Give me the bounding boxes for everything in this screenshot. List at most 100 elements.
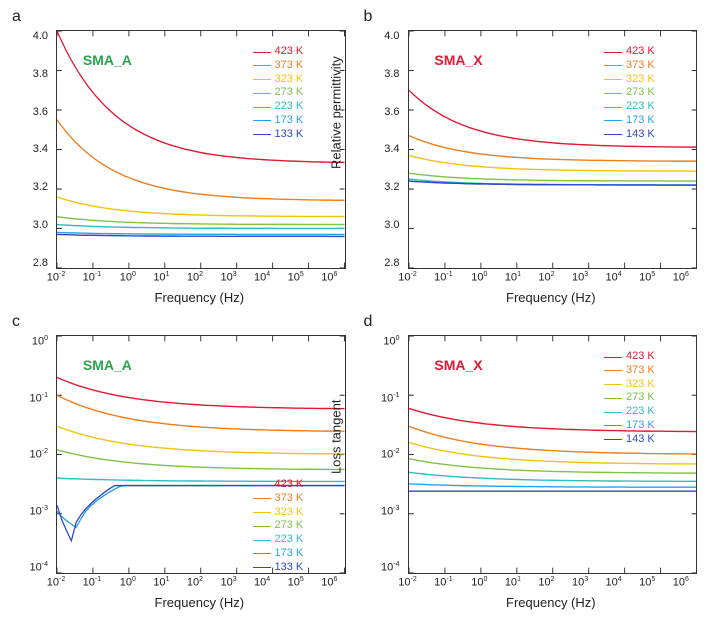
legend-label: 223 K: [275, 100, 304, 114]
legend-item: 133 K: [253, 561, 304, 575]
y-ticks: 10010-110-210-310-4: [6, 335, 52, 574]
legend-item: 273 K: [604, 86, 655, 100]
legend: 423 K373 K323 K273 K223 K173 K143 K: [604, 350, 655, 446]
x-tick-label: 10-2: [47, 271, 65, 287]
x-tick-label: 105: [639, 576, 655, 592]
x-tick-label: 100: [471, 576, 487, 592]
legend-item: 373 K: [253, 59, 304, 73]
legend-swatch: [604, 107, 622, 108]
x-tick-label: 101: [153, 271, 169, 287]
legend-label: 173 K: [275, 547, 304, 561]
legend-item: 173 K: [253, 547, 304, 561]
legend-item: 273 K: [253, 86, 304, 100]
plot-area: SMA_A423 K373 K323 K273 K223 K173 K133 K: [56, 30, 346, 269]
y-tick-label: 10-3: [358, 505, 404, 518]
x-tick-label: 105: [639, 271, 655, 287]
series-line: [57, 450, 345, 470]
x-tick-label: 106: [673, 271, 689, 287]
legend-swatch: [604, 425, 622, 426]
panel-b: bRelative permittivity4.03.83.63.43.23.0…: [358, 6, 710, 307]
x-ticks: 10-210-1100101102103104105106: [408, 271, 698, 287]
x-tick-label: 101: [153, 576, 169, 592]
legend-label: 423 K: [275, 45, 304, 59]
series-line: [57, 395, 345, 431]
x-tick-label: 101: [505, 271, 521, 287]
x-tick-label: 10-2: [398, 271, 416, 287]
x-tick-label: 102: [187, 271, 203, 287]
y-tick-label: 4.0: [6, 30, 52, 42]
series-line: [409, 173, 697, 181]
panel-label: d: [364, 313, 373, 331]
legend-label: 373 K: [626, 59, 655, 73]
legend-label: 273 K: [626, 86, 655, 100]
x-ticks: 10-210-1100101102103104105106: [408, 576, 698, 592]
x-tick-label: 103: [220, 271, 236, 287]
legend-swatch: [253, 553, 271, 554]
legend-item: 223 K: [604, 100, 655, 114]
legend-item: 173 K: [604, 114, 655, 128]
x-tick-label: 102: [538, 576, 554, 592]
y-tick-label: 3.0: [6, 219, 52, 231]
legend-label: 173 K: [275, 114, 304, 128]
legend-label: 423 K: [275, 478, 304, 492]
legend-swatch: [253, 485, 271, 486]
y-tick-label: 3.2: [358, 181, 404, 193]
legend-swatch: [253, 107, 271, 108]
legend-swatch: [253, 567, 271, 568]
x-axis-label: Frequency (Hz): [155, 290, 245, 305]
x-ticks: 10-210-1100101102103104105106: [56, 576, 346, 592]
legend-item: 323 K: [604, 73, 655, 87]
x-tick-label: 104: [606, 576, 622, 592]
legend-swatch: [604, 65, 622, 66]
legend-label: 173 K: [626, 419, 655, 433]
legend-item: 143 K: [604, 128, 655, 142]
y-tick-label: 100: [358, 335, 404, 348]
y-tick-label: 10-4: [6, 561, 52, 574]
legend-label: 143 K: [626, 128, 655, 142]
legend-item: 323 K: [253, 506, 304, 520]
x-tick-label: 100: [471, 271, 487, 287]
legend-item: 373 K: [604, 59, 655, 73]
legend-swatch: [253, 52, 271, 53]
y-tick-label: 10-2: [358, 448, 404, 461]
legend: 423 K373 K323 K273 K223 K173 K143 K: [604, 45, 655, 141]
legend-swatch: [604, 370, 622, 371]
legend-swatch: [604, 134, 622, 135]
legend-swatch: [253, 540, 271, 541]
legend-label: 133 K: [275, 128, 304, 142]
x-tick-label: 102: [538, 271, 554, 287]
legend-item: 323 K: [604, 378, 655, 392]
y-ticks: 10010-110-210-310-4: [358, 335, 404, 574]
x-tick-label: 101: [505, 576, 521, 592]
legend-label: 423 K: [626, 350, 655, 364]
legend-label: 373 K: [275, 492, 304, 506]
legend-label: 323 K: [626, 73, 655, 87]
legend-label: 373 K: [626, 364, 655, 378]
legend-item: 373 K: [253, 492, 304, 506]
x-tick-label: 106: [321, 271, 337, 287]
panel-d: dLoss tangent10010-110-210-310-410-210-1…: [358, 311, 710, 612]
legend-item: 223 K: [253, 533, 304, 547]
legend-item: 143 K: [604, 433, 655, 447]
legend-item: 423 K: [253, 45, 304, 59]
x-tick-label: 10-2: [47, 576, 65, 592]
legend-swatch: [253, 93, 271, 94]
series-line: [409, 472, 697, 481]
legend-item: 173 K: [604, 419, 655, 433]
plot-area: SMA_X423 K373 K323 K273 K223 K173 K143 K: [408, 30, 698, 269]
legend-swatch: [604, 79, 622, 80]
y-tick-label: 3.6: [358, 106, 404, 118]
y-tick-label: 3.8: [358, 68, 404, 80]
legend-swatch: [604, 93, 622, 94]
x-axis-label: Frequency (Hz): [506, 290, 596, 305]
figure-grid: aRelative permittivity4.03.83.63.43.23.0…: [0, 0, 719, 618]
legend-swatch: [253, 79, 271, 80]
legend-label: 273 K: [275, 86, 304, 100]
legend-label: 323 K: [275, 506, 304, 520]
x-tick-label: 10-1: [434, 576, 452, 592]
y-tick-label: 100: [6, 335, 52, 348]
legend-item: 223 K: [604, 405, 655, 419]
panel-label: a: [12, 8, 21, 26]
y-axis-label: Loss tangent: [328, 399, 343, 473]
x-tick-label: 105: [288, 576, 304, 592]
